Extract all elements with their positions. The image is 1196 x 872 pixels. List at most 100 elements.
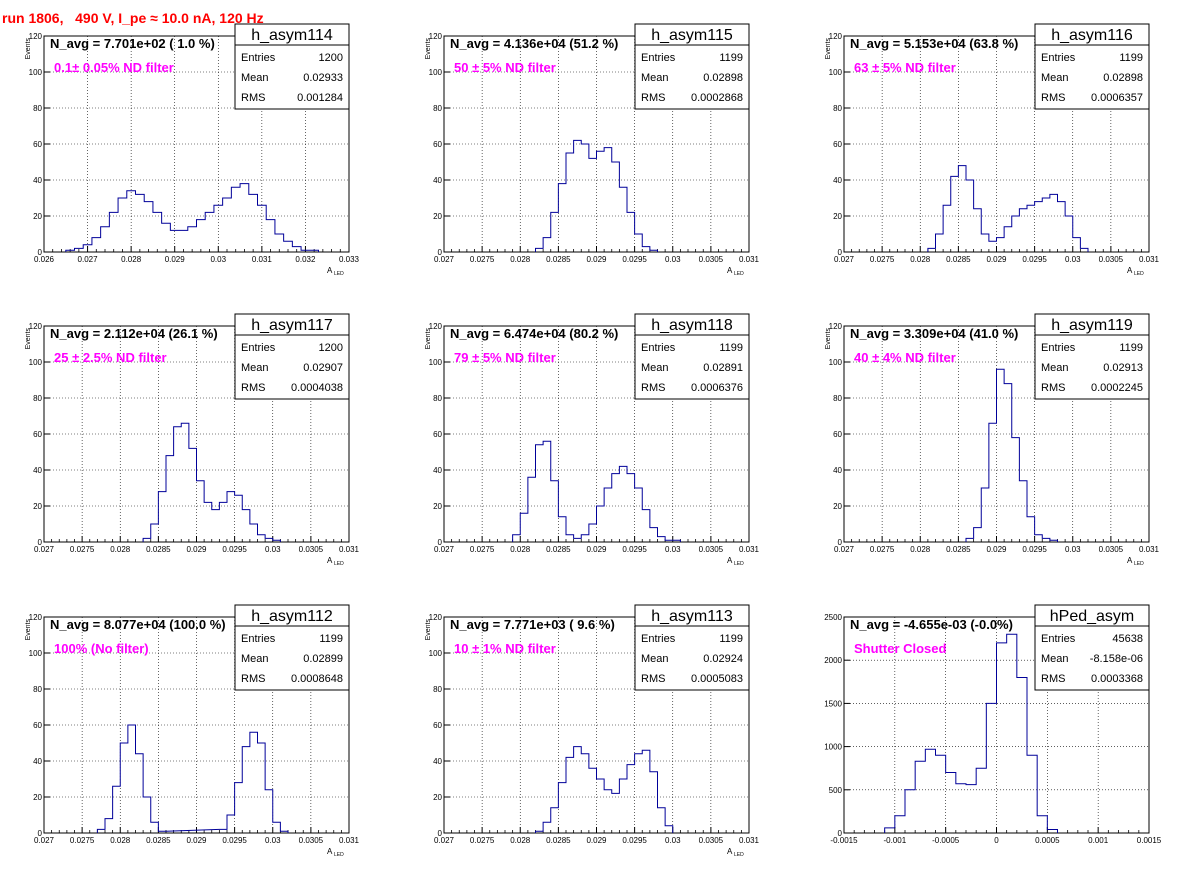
- y-tick-label: 120: [29, 322, 43, 331]
- stats-label-rms: RMS: [1041, 673, 1065, 685]
- x-tick-label: 0.0305: [299, 545, 324, 554]
- stats-label-entries: Entries: [1041, 342, 1076, 354]
- stats-value-mean: 0.02907: [303, 362, 343, 374]
- stats-value-mean: 0.02899: [303, 653, 343, 665]
- x-axis-label: A: [727, 847, 733, 856]
- filter-label: 79 ± 5% ND filter: [454, 350, 556, 365]
- stats-value-entries: 1199: [1119, 342, 1143, 354]
- y-axis-label: Events: [825, 328, 832, 350]
- x-tick-label: 0.031: [1139, 545, 1160, 554]
- y-tick-label: 0: [838, 248, 843, 257]
- histogram-line: [65, 183, 319, 252]
- y-tick-label: 40: [833, 466, 842, 475]
- x-tick-label: 0.031: [739, 836, 760, 845]
- y-tick-label: 120: [429, 613, 443, 622]
- x-tick-label: 0.0275: [70, 836, 95, 845]
- y-axis-label: Events: [25, 619, 32, 641]
- x-tick-label: 0.026: [34, 255, 55, 264]
- stats-value-mean: -8.158e-06: [1090, 653, 1143, 665]
- x-tick-label: 0.028: [110, 836, 131, 845]
- stats-value-entries: 1199: [719, 633, 743, 645]
- x-tick-label: 0.029: [586, 545, 607, 554]
- y-tick-label: 60: [33, 430, 42, 439]
- y-tick-label: 20: [833, 502, 842, 511]
- x-axis-label-sub: LED: [734, 852, 744, 858]
- panel-h_asym112: 0.027 0.0275 0.028 0.0285 0.029 0.0295 0.03 0.0…: [25, 604, 360, 858]
- stats-label-entries: Entries: [241, 52, 276, 64]
- y-tick-label: 120: [29, 32, 43, 41]
- navg-label: N_avg = 6.474e+04 (80.2 %): [450, 326, 618, 341]
- stats-value-entries: 1200: [319, 342, 343, 354]
- x-tick-label: 0.03: [265, 836, 281, 845]
- navg-label: N_avg = 7.701e+02 ( 1.0 %): [50, 36, 215, 51]
- y-tick-label: 40: [433, 757, 442, 766]
- histogram-name: h_asym113: [651, 608, 733, 625]
- stats-value-rms: 0.0008648: [291, 673, 343, 685]
- stats-value-mean: 0.02913: [1103, 362, 1143, 374]
- x-tick-label: 0.0285: [946, 545, 971, 554]
- y-axis-label: Events: [25, 38, 32, 60]
- y-tick-label: 40: [33, 757, 42, 766]
- navg-label: N_avg = 7.771e+03 ( 9.6 %): [450, 617, 615, 632]
- x-tick-label: 0.0295: [1022, 545, 1047, 554]
- x-tick-label: 0.029: [165, 255, 186, 264]
- stats-label-rms: RMS: [1041, 92, 1065, 104]
- y-tick-label: 120: [429, 32, 443, 41]
- stats-value-mean: 0.02898: [1103, 72, 1143, 84]
- filter-label: 63 ± 5% ND filter: [854, 60, 956, 75]
- y-tick-label: 120: [29, 613, 43, 622]
- y-tick-label: 60: [33, 140, 42, 149]
- x-tick-label: 0.0305: [299, 836, 324, 845]
- histogram-name: h_asym119: [1051, 317, 1133, 334]
- navg-label: N_avg = 4.136e+04 (51.2 %): [450, 36, 618, 51]
- histogram-name: h_asym116: [1051, 27, 1133, 44]
- y-tick-label: 20: [433, 793, 442, 802]
- x-tick-label: 0.0295: [622, 545, 647, 554]
- x-tick-label: -0.0015: [830, 836, 858, 845]
- navg-label: N_avg = 3.309e+04 (41.0 %): [850, 326, 1018, 341]
- x-tick-label: 0.029: [186, 836, 207, 845]
- x-tick-label: 0.0295: [622, 255, 647, 264]
- x-tick-label: 0.029: [586, 836, 607, 845]
- stats-label-entries: Entries: [1041, 52, 1076, 64]
- stats-value-rms: 0.0003368: [1091, 673, 1143, 685]
- panel-h_asym117: 0.027 0.0275 0.028 0.0285 0.029 0.0295 0.03 0.0…: [25, 313, 360, 567]
- stats-box: [1034, 23, 1150, 110]
- y-tick-label: 20: [433, 502, 442, 511]
- histogram-name: h_asym118: [651, 317, 733, 334]
- histogram-line: [142, 422, 281, 542]
- x-tick-label: 0.029: [986, 545, 1007, 554]
- x-tick-label: 0.0275: [870, 545, 895, 554]
- x-tick-label: 0.0295: [222, 836, 247, 845]
- y-tick-label: 1000: [824, 743, 842, 752]
- x-tick-label: 0.027: [434, 545, 455, 554]
- y-tick-label: 2500: [824, 613, 842, 622]
- y-tick-label: 0: [438, 538, 443, 547]
- stats-value-rms: 0.0006357: [1091, 92, 1143, 104]
- y-tick-label: 0: [38, 248, 43, 257]
- x-tick-label: 0.03: [210, 255, 226, 264]
- y-tick-label: 60: [433, 430, 442, 439]
- y-tick-label: 100: [429, 358, 443, 367]
- navg-label: N_avg = 2.112e+04 (26.1 %): [50, 326, 218, 341]
- x-tick-label: 0.029: [986, 255, 1007, 264]
- x-tick-label: 0.0295: [222, 545, 247, 554]
- x-tick-label: 0.03: [1065, 545, 1081, 554]
- x-tick-label: 0.028: [510, 545, 531, 554]
- x-tick-label: 0.0275: [470, 255, 495, 264]
- stats-value-mean: 0.02933: [303, 72, 343, 84]
- stats-label-entries: Entries: [241, 342, 276, 354]
- x-tick-label: -0.001: [883, 836, 906, 845]
- stats-label-entries: Entries: [641, 52, 676, 64]
- y-tick-label: 0: [438, 829, 443, 838]
- filter-label: 25 ± 2.5% ND filter: [54, 350, 167, 365]
- x-axis-label: A: [1127, 266, 1133, 275]
- x-tick-label: 0.0305: [699, 545, 724, 554]
- histogram-name: h_asym112: [251, 608, 333, 625]
- stats-box: [634, 313, 750, 400]
- stats-label-mean: Mean: [641, 72, 669, 84]
- x-axis-label: A: [727, 556, 733, 565]
- navg-label: N_avg = 5.153e+04 (63.8 %): [850, 36, 1018, 51]
- panel-h_asym114: 0.026 0.027 0.028 0.029 0.03 0.031 0.032 0.033 0…: [25, 23, 360, 277]
